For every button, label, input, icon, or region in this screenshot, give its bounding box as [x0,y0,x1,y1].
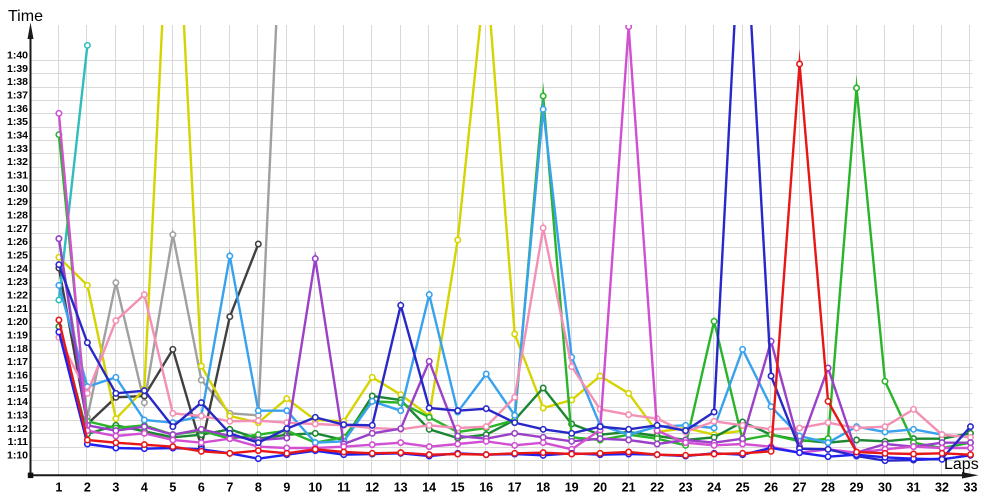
svg-text:7: 7 [226,481,233,495]
svg-text:1:19: 1:19 [7,330,28,342]
svg-text:1:18: 1:18 [7,343,28,355]
svg-text:Time: Time [8,8,43,25]
svg-text:1:23: 1:23 [7,276,28,288]
svg-text:1:14: 1:14 [7,396,28,408]
svg-text:12: 12 [365,481,379,495]
svg-text:23: 23 [679,481,693,495]
svg-text:1:37: 1:37 [7,90,28,102]
svg-text:1:20: 1:20 [7,316,28,328]
svg-text:14: 14 [422,481,436,495]
svg-text:6: 6 [198,481,205,495]
svg-text:10: 10 [308,481,322,495]
svg-text:27: 27 [793,481,807,495]
svg-text:32: 32 [935,481,949,495]
svg-text:9: 9 [283,481,290,495]
svg-text:21: 21 [622,481,636,495]
svg-text:1:24: 1:24 [7,263,28,275]
svg-text:29: 29 [850,481,864,495]
svg-text:1:38: 1:38 [7,76,28,88]
svg-text:1:31: 1:31 [7,170,28,182]
svg-text:1:27: 1:27 [7,223,28,235]
svg-text:25: 25 [736,481,750,495]
svg-text:1:34: 1:34 [7,130,28,142]
svg-text:3: 3 [112,481,119,495]
svg-text:1:12: 1:12 [7,423,28,435]
svg-text:33: 33 [964,481,978,495]
svg-text:30: 30 [878,481,892,495]
svg-text:1:26: 1:26 [7,236,28,248]
svg-text:18: 18 [536,481,550,495]
svg-text:20: 20 [593,481,607,495]
svg-text:28: 28 [821,481,835,495]
svg-text:1:11: 1:11 [8,436,29,448]
svg-text:24: 24 [707,481,721,495]
svg-text:5: 5 [169,481,176,495]
svg-text:Laps: Laps [944,456,979,473]
svg-text:16: 16 [479,481,493,495]
svg-text:22: 22 [650,481,664,495]
svg-text:8: 8 [255,481,262,495]
svg-text:1:10: 1:10 [7,450,28,462]
svg-text:2: 2 [84,481,91,495]
svg-text:1:29: 1:29 [7,196,28,208]
svg-text:1:39: 1:39 [7,63,28,75]
svg-text:26: 26 [764,481,778,495]
svg-text:11: 11 [337,481,350,495]
svg-text:31: 31 [907,481,921,495]
svg-text:1:21: 1:21 [7,303,28,315]
svg-text:1:25: 1:25 [7,250,28,262]
svg-text:19: 19 [565,481,579,495]
svg-text:13: 13 [394,481,408,495]
svg-text:1:33: 1:33 [7,143,28,155]
svg-text:17: 17 [508,481,522,495]
svg-text:1:15: 1:15 [7,383,28,395]
svg-text:1:35: 1:35 [7,116,28,128]
svg-text:1:13: 1:13 [7,410,28,422]
svg-text:1:16: 1:16 [7,370,28,382]
svg-text:1:32: 1:32 [7,156,28,168]
svg-text:1:28: 1:28 [7,210,28,222]
svg-text:1:40: 1:40 [7,50,28,62]
svg-text:1:17: 1:17 [7,356,28,368]
svg-text:1:36: 1:36 [7,103,28,115]
svg-text:4: 4 [141,481,148,495]
svg-text:1:22: 1:22 [7,290,28,302]
svg-text:15: 15 [451,481,465,495]
svg-text:1: 1 [55,481,62,495]
svg-text:1:30: 1:30 [7,183,28,195]
